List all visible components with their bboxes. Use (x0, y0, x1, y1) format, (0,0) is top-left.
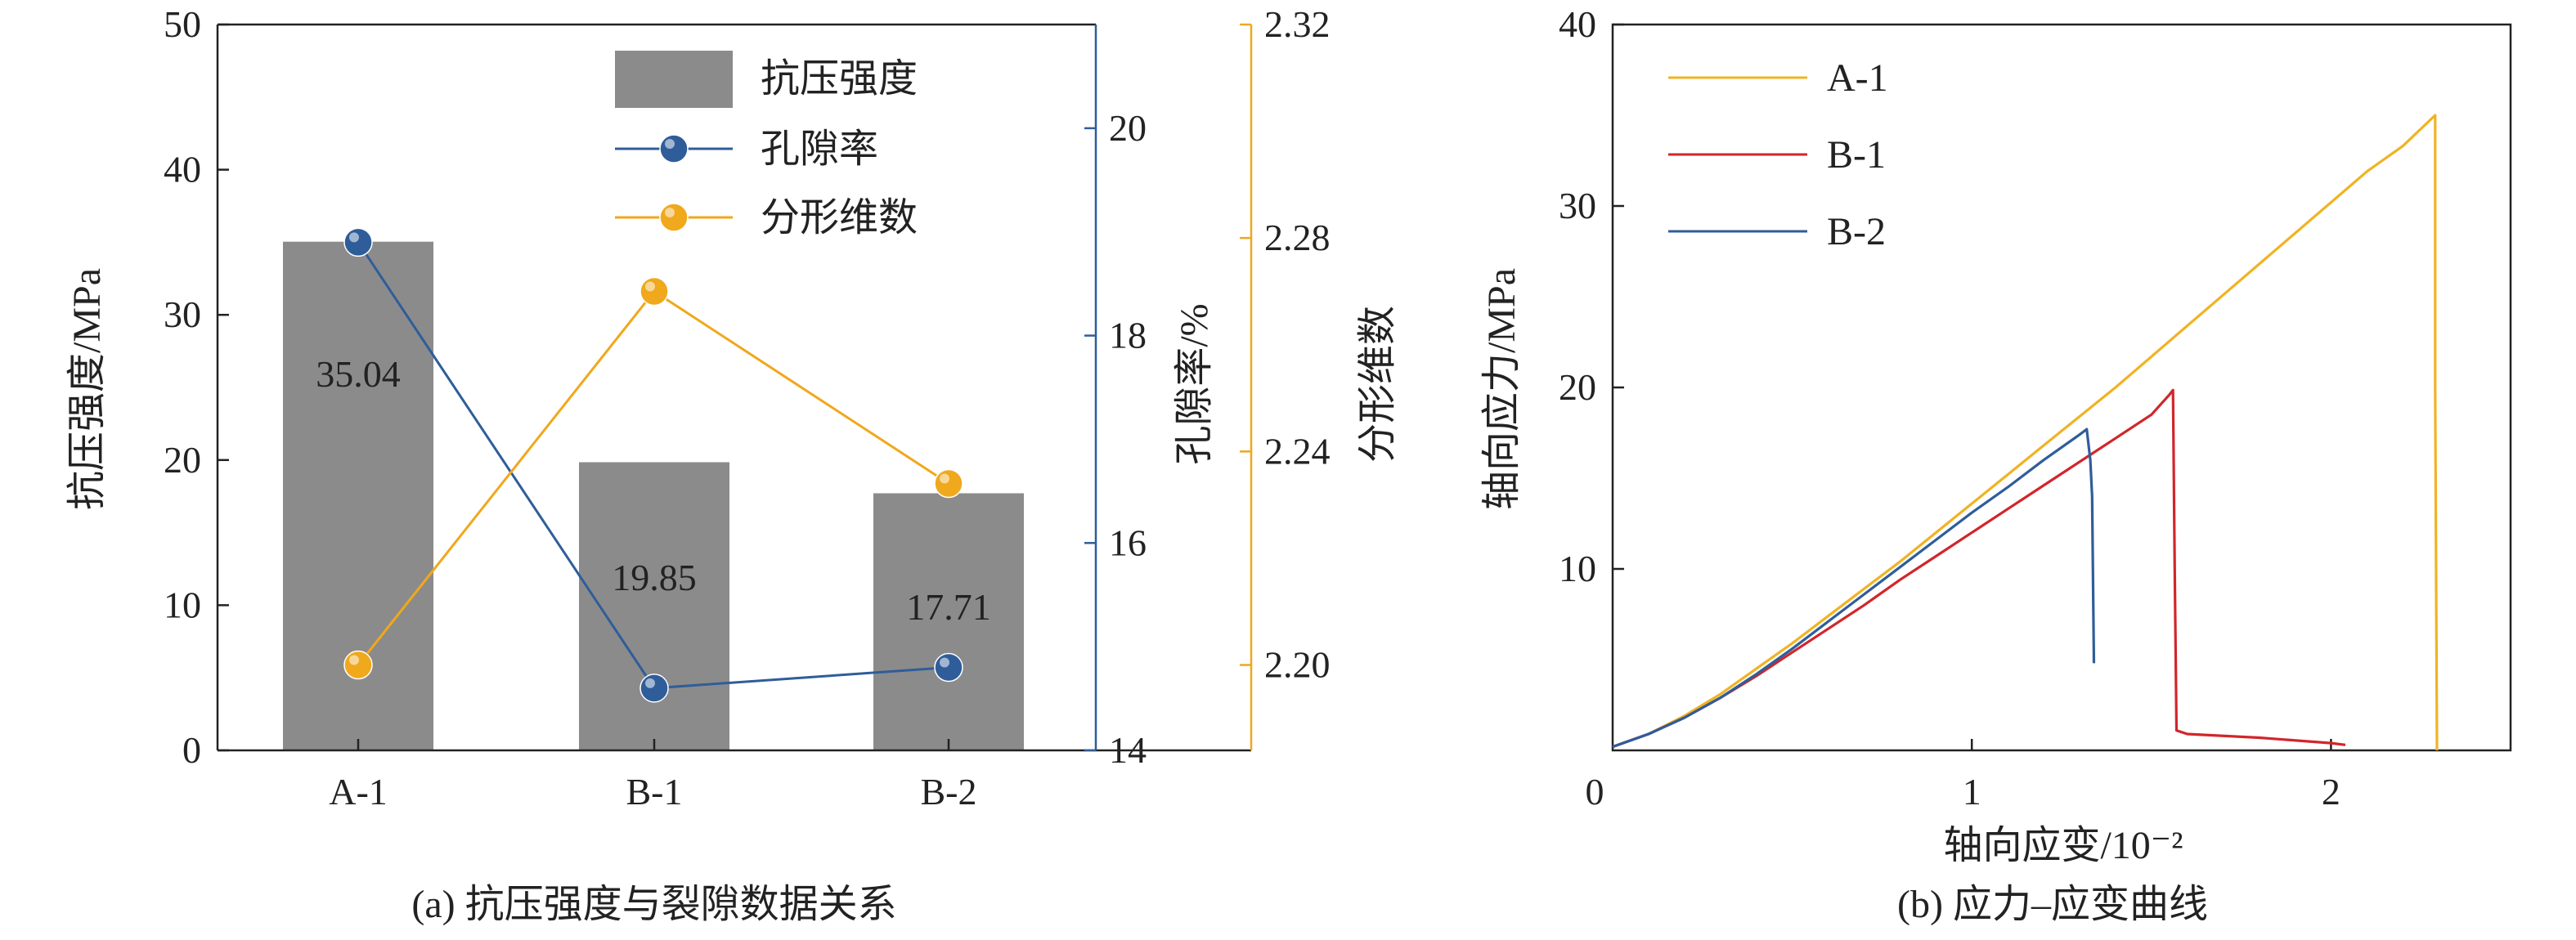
panel-b-chart: 10 20 30 40 0 1 2 A-1 B-1 B-2 轴向应力/MPa 轴向应变/10⁻²… (1480, 3, 2512, 926)
panel-a-axes-frame (216, 23, 1253, 752)
bar-B-1 (579, 462, 729, 750)
y2-axis-title-porosity: 孔隙率/% (1173, 303, 1216, 464)
panel-a-chart: 35.04 19.85 17.71 0 10 20 30 40 50 14 16 18 20 2.20 2… (65, 3, 1399, 926)
x-axis-title-axial-strain: 轴向应变/10⁻² (1943, 824, 2183, 867)
legend-label-porosity: 孔隙率 (761, 128, 878, 171)
porosity-point-B-2-highlight (940, 657, 949, 668)
y2-tick-label-16: 16 (1109, 521, 1147, 563)
y-tick-label-10: 10 (164, 584, 201, 625)
panel-b-ticks: 10 20 30 40 0 1 2 (1559, 3, 2340, 812)
line-series (343, 227, 963, 703)
porosity-point-B-1-highlight (645, 678, 655, 688)
b-y-tick-label-30: 30 (1559, 185, 1596, 226)
y-axis-title-compressive-strength: 抗压强度/MPa (65, 268, 109, 510)
panel-b-frame (1611, 23, 2512, 752)
b-x-tick-label-1: 1 (1963, 771, 1981, 812)
panel-b-caption: (b) 应力–应变曲线 (1897, 883, 2208, 926)
fractal-point-A-1-highlight (349, 655, 359, 665)
fractal-point-B-1 (640, 276, 669, 307)
bar-B-2 (873, 493, 1024, 750)
legend-marker-fractal-highlight (665, 208, 675, 217)
y2-tick-label-18: 18 (1109, 315, 1147, 356)
b-y-tick-label-40: 40 (1559, 3, 1596, 45)
y2-tick-label-14: 14 (1109, 729, 1147, 771)
b-x-tick-label-0: 0 (1586, 771, 1604, 812)
y-tick-label-0: 0 (182, 729, 201, 771)
porosity-point-B-2 (934, 652, 963, 683)
y-tick-label-20: 20 (164, 439, 201, 481)
b-y-tick-label-20: 20 (1559, 366, 1596, 408)
y3-tick-label-2.20: 2.20 (1264, 644, 1331, 686)
b-x-tick-label-2: 2 (2322, 771, 2340, 812)
y3-axis-title-fractal-dimension: 分形维数 (1356, 306, 1399, 463)
legend-label-A-1: A-1 (1827, 56, 1888, 100)
porosity-point-A-1 (343, 227, 373, 257)
legend-label-B-2: B-2 (1827, 210, 1886, 253)
fractal-point-B-2 (934, 468, 963, 499)
y2-tick-label-20: 20 (1109, 107, 1147, 149)
curve-B-2 (1612, 427, 2096, 749)
panel-a-caption: (a) 抗压强度与裂隙数据关系 (411, 883, 896, 926)
bar-value-label-B-1: 19.85 (612, 557, 697, 598)
legend-label-fractal-dimension: 分形维数 (761, 196, 918, 239)
y-tick-label-50: 50 (164, 3, 201, 45)
fractal-point-A-1 (343, 650, 373, 680)
x-tick-label-A-1: A-1 (329, 771, 388, 812)
legend-label-B-1: B-1 (1827, 133, 1886, 177)
porosity-point-A-1-highlight (349, 232, 359, 243)
curve-A-1 (1612, 114, 2439, 751)
fractal-point-B-1-highlight (645, 281, 655, 292)
b-y-tick-label-10: 10 (1559, 548, 1596, 589)
x-tick-label-B-1: B-1 (626, 771, 683, 812)
x-tick-label-B-2: B-2 (921, 771, 977, 812)
legend-swatch-bar (615, 51, 733, 108)
bar-value-label-A-1: 35.04 (316, 353, 401, 395)
panel-b-legend: A-1 B-1 B-2 (1668, 56, 1888, 253)
y-tick-label-30: 30 (164, 293, 201, 335)
legend-label-compressive-strength: 抗压强度 (761, 57, 918, 101)
panel-b-axes-frame (1611, 23, 2512, 752)
stress-strain-curves (1612, 114, 2439, 751)
y3-tick-label-2.32: 2.32 (1264, 3, 1331, 45)
y-tick-label-40: 40 (164, 149, 201, 190)
legend-marker-porosity (659, 134, 689, 163)
y3-tick-label-2.24: 2.24 (1264, 430, 1331, 472)
bar-value-label-B-2: 17.71 (906, 586, 991, 628)
bar-series-compressive-strength: 35.04 19.85 17.71 (283, 241, 1024, 751)
y-axis-title-axial-stress: 轴向应力/MPa (1480, 268, 1524, 510)
porosity-point-B-1 (640, 674, 669, 703)
panel-a-ticks: 0 10 20 30 40 50 14 16 18 20 2.20 2.24 2.28 2.32 A-1 B-… (164, 3, 1331, 812)
y3-tick-label-2.28: 2.28 (1264, 217, 1331, 258)
legend-marker-fractal (659, 203, 689, 232)
legend-marker-porosity-highlight (665, 139, 675, 149)
fractal-point-B-2-highlight (940, 473, 949, 484)
